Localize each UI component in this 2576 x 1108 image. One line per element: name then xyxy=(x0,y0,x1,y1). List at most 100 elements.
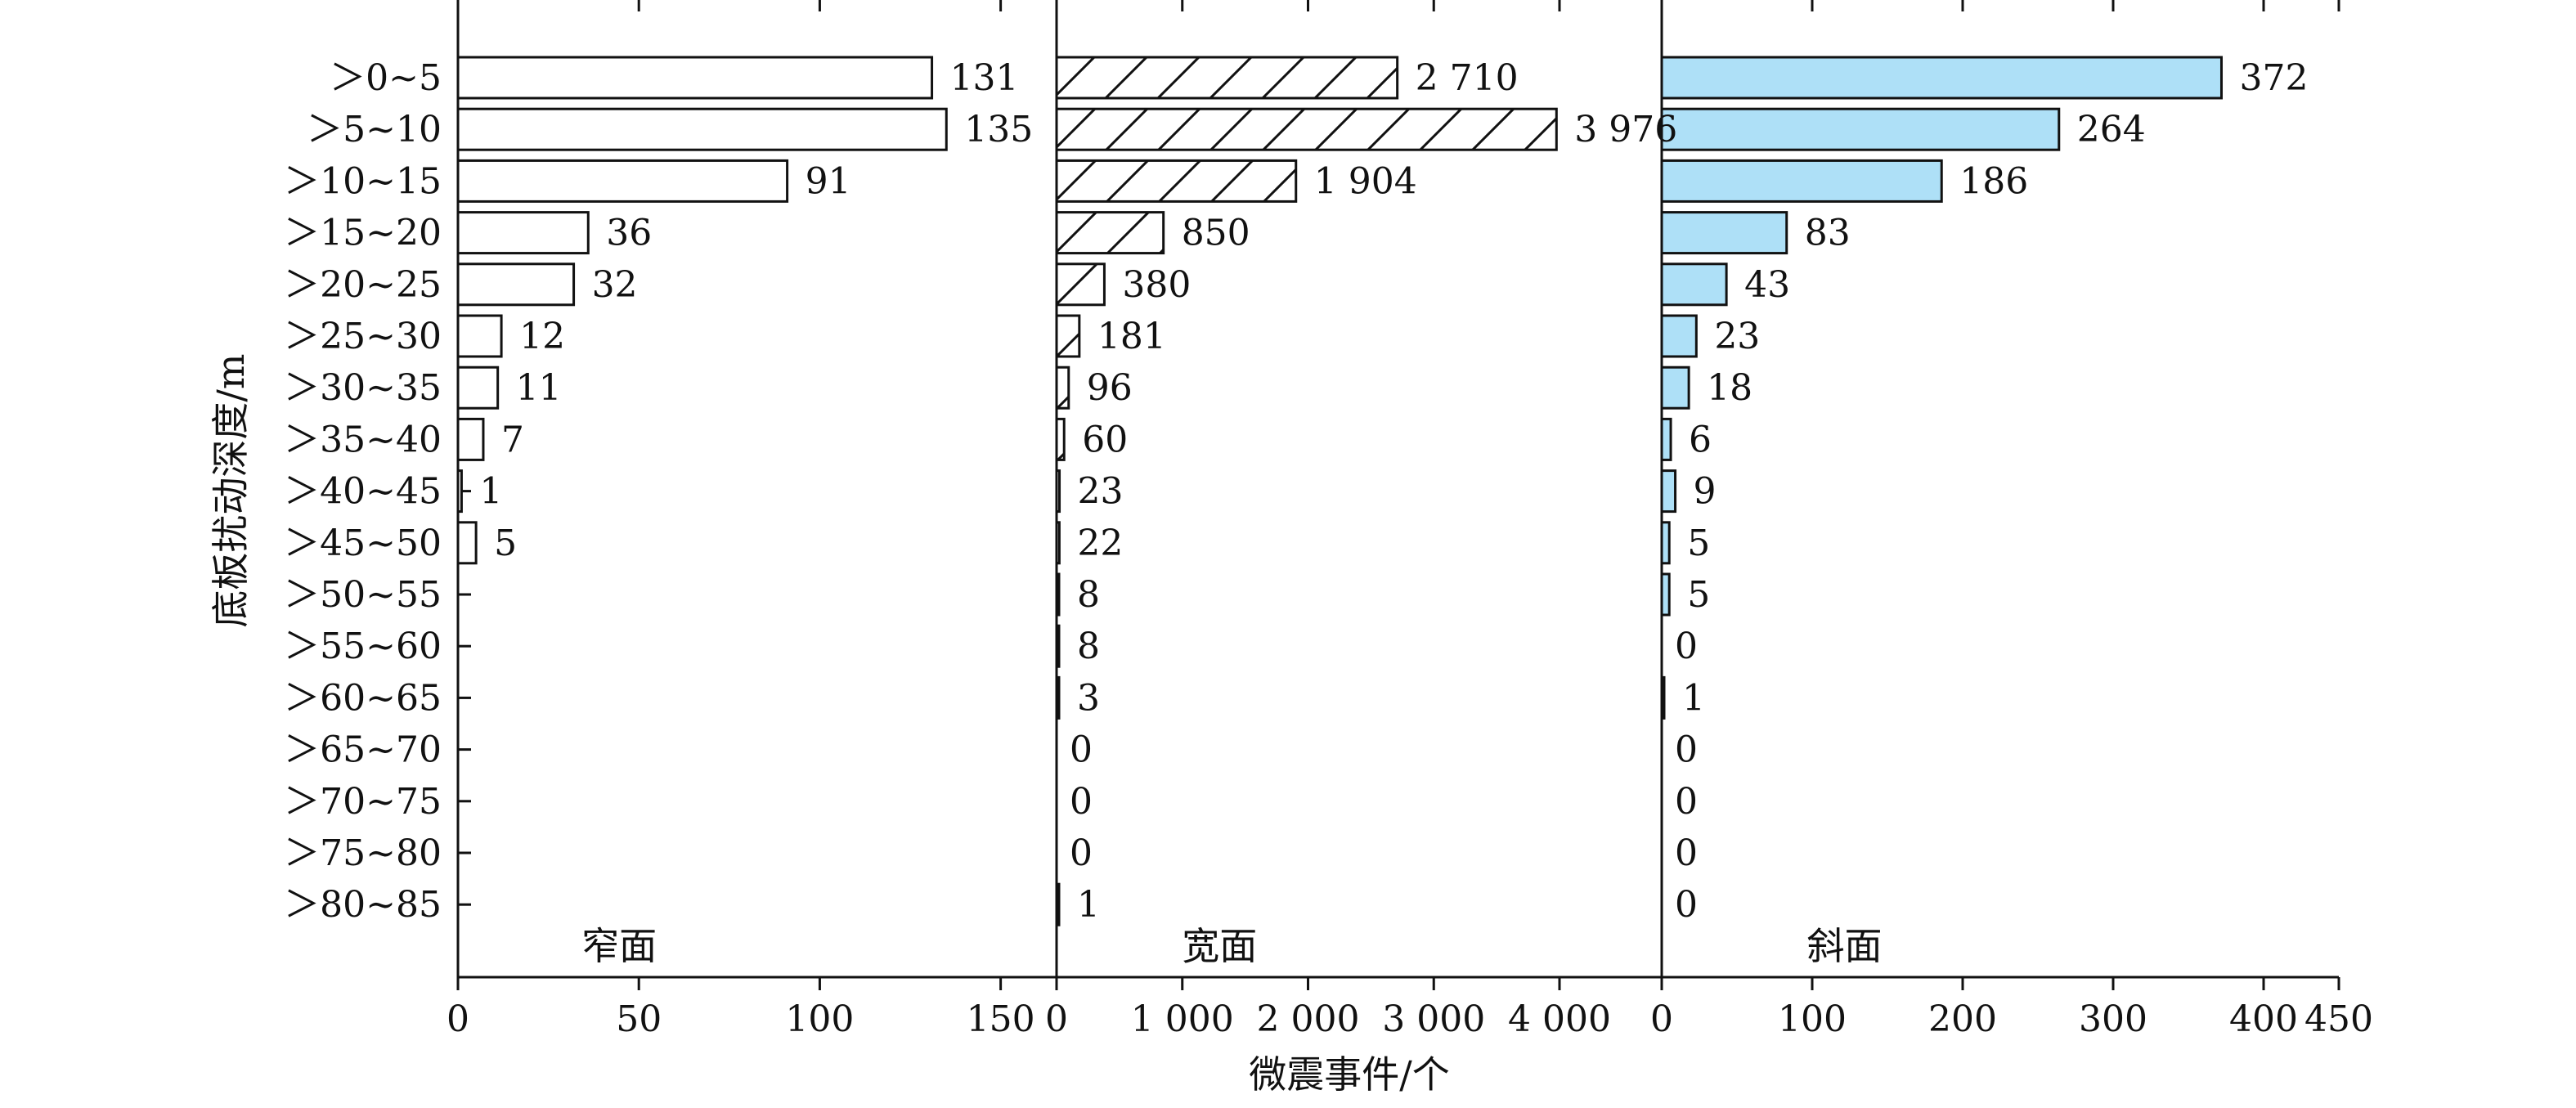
value-label: 0 xyxy=(1675,729,1698,771)
category-label: ＞0~5 xyxy=(330,57,442,99)
value-label: 0 xyxy=(1675,884,1698,926)
value-label: 3 xyxy=(1077,677,1100,719)
panel-title: 宽面 xyxy=(1182,924,1257,968)
panel-title: 斜面 xyxy=(1807,924,1883,968)
category-label: ＞70~75 xyxy=(284,781,442,823)
bar xyxy=(1660,572,1671,617)
x-tick-label: 50 xyxy=(616,998,662,1040)
value-label: 5 xyxy=(1687,574,1710,616)
value-label: 36 xyxy=(606,213,652,254)
value-label: 11 xyxy=(516,367,562,409)
x-tick-label: 150 xyxy=(967,998,1035,1040)
value-label: 181 xyxy=(1097,316,1166,357)
bar xyxy=(1055,624,1061,668)
value-label: 8 xyxy=(1077,574,1100,616)
category-label: ＞60~65 xyxy=(284,677,442,719)
value-label: 32 xyxy=(592,264,638,306)
category-label: ＞50~55 xyxy=(284,574,442,616)
value-label: 0 xyxy=(1675,626,1698,667)
value-label: 1 xyxy=(1077,884,1100,926)
bar xyxy=(456,107,948,151)
value-label: 96 xyxy=(1087,367,1133,409)
category-label: ＞55~60 xyxy=(284,626,442,667)
value-label: 83 xyxy=(1805,213,1851,254)
value-label: 91 xyxy=(806,160,851,202)
value-label: 850 xyxy=(1182,213,1250,254)
category-label: ＞25~30 xyxy=(284,316,442,357)
value-label: 0 xyxy=(1675,832,1698,874)
category-label: ＞5~10 xyxy=(307,109,442,150)
value-label: 1 904 xyxy=(1314,160,1417,202)
value-label: 22 xyxy=(1077,523,1123,564)
value-label: 1 xyxy=(479,471,502,513)
category-label: ＞10~15 xyxy=(284,160,442,202)
x-tick-label: 200 xyxy=(1928,998,1997,1040)
x-tick-label: 0 xyxy=(1045,998,1068,1040)
bar xyxy=(1660,262,1728,307)
bar xyxy=(1055,572,1061,617)
value-label: 12 xyxy=(519,316,565,357)
x-tick-label: 1 000 xyxy=(1131,998,1234,1040)
bar xyxy=(1055,107,1558,151)
value-label: 131 xyxy=(950,57,1019,99)
bar xyxy=(456,314,503,358)
panel-title: 窄面 xyxy=(581,924,657,968)
bar xyxy=(1660,107,2061,151)
bar xyxy=(1660,417,1672,461)
value-label: 18 xyxy=(1707,367,1752,409)
x-tick-label: 0 xyxy=(1650,998,1673,1040)
bar xyxy=(456,56,934,100)
bar xyxy=(1660,159,1943,203)
value-label: 7 xyxy=(501,419,524,460)
value-label: 23 xyxy=(1078,471,1124,513)
value-label: 3 976 xyxy=(1574,109,1677,150)
category-label: ＞80~85 xyxy=(284,884,442,926)
bar xyxy=(456,211,590,255)
value-label: 135 xyxy=(964,109,1033,150)
value-label: 372 xyxy=(2239,57,2308,99)
x-tick-label: 300 xyxy=(2079,998,2147,1040)
bar xyxy=(1660,469,1677,514)
value-label: 380 xyxy=(1122,264,1191,306)
bar xyxy=(1055,314,1081,358)
bar xyxy=(1055,211,1165,255)
bar xyxy=(1055,56,1399,100)
value-label: 5 xyxy=(494,523,517,564)
bar xyxy=(1055,262,1106,307)
bar xyxy=(1055,882,1061,926)
value-label: 6 xyxy=(1689,419,1712,460)
category-label: ＞30~35 xyxy=(284,367,442,409)
value-label: 8 xyxy=(1077,626,1100,667)
category-label: ＞40~45 xyxy=(284,471,442,513)
value-label: 43 xyxy=(1744,264,1790,306)
bar xyxy=(1055,366,1070,410)
x-tick-label: 2 000 xyxy=(1257,998,1360,1040)
x-tick-label: 450 xyxy=(2304,998,2373,1040)
value-label: 5 xyxy=(1687,523,1710,564)
bar xyxy=(456,521,478,565)
bar xyxy=(1055,521,1061,565)
value-label: 9 xyxy=(1694,471,1717,513)
value-label: 23 xyxy=(1714,316,1760,357)
bar xyxy=(1660,366,1690,410)
bar xyxy=(1660,521,1671,565)
bar xyxy=(456,469,463,514)
value-label: 186 xyxy=(1959,160,2028,202)
value-label: 0 xyxy=(1070,729,1093,771)
x-tick-label: 100 xyxy=(1778,998,1847,1040)
bars xyxy=(456,56,2223,926)
x-axis-title: 微震事件/个 xyxy=(1249,1052,1450,1097)
labels: 底板扰动深度/m 微震事件/个 ＞0~5 ＞5~10 ＞10~15 ＞15~20 ＞20… xyxy=(209,57,2373,1097)
category-label: ＞65~70 xyxy=(284,729,442,771)
category-label: ＞45~50 xyxy=(284,523,442,564)
value-label: 2 710 xyxy=(1416,57,1519,99)
value-label: 0 xyxy=(1675,781,1698,823)
bar xyxy=(456,159,789,203)
bar xyxy=(456,417,485,461)
bar xyxy=(1660,314,1698,358)
y-axis-title: 底板扰动深度/m xyxy=(209,353,253,627)
x-tick-label: 400 xyxy=(2229,998,2298,1040)
bar xyxy=(1055,675,1061,720)
x-tick-label: 100 xyxy=(785,998,854,1040)
